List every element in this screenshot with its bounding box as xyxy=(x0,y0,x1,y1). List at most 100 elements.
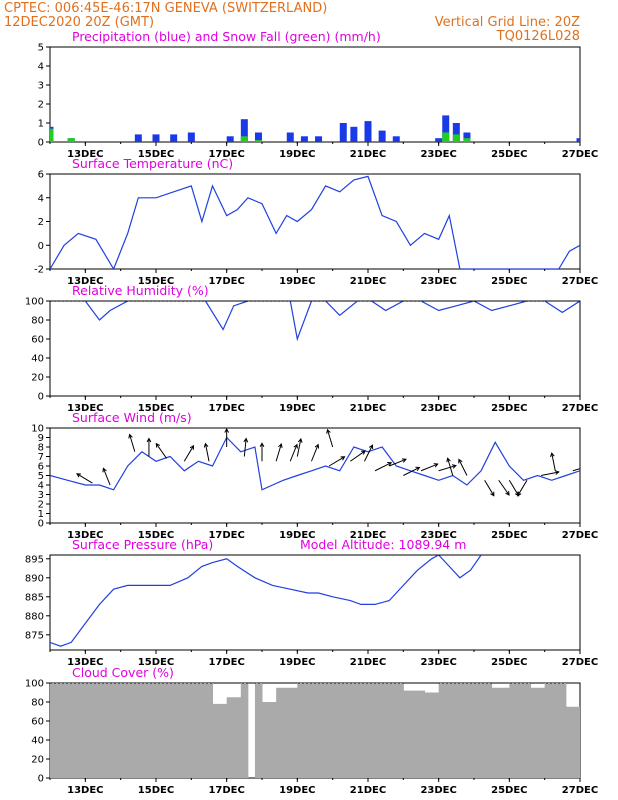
panel-frame-pressure xyxy=(49,554,581,651)
panel-plot-area xyxy=(50,428,580,497)
cloud-bar xyxy=(565,706,580,778)
precip-bar xyxy=(315,136,323,142)
x-tick-label: 21DEC xyxy=(350,530,386,541)
cloud-bar xyxy=(120,683,157,778)
cloud-bar xyxy=(544,683,567,778)
x-tick-label: 17DEC xyxy=(208,785,244,796)
x-tick-label: 23DEC xyxy=(420,530,456,541)
y-tick-label: 6 xyxy=(38,170,44,181)
x-tick-label: 17DEC xyxy=(208,530,244,541)
x-tick-label: 25DEC xyxy=(491,530,527,541)
x-tick-label: 19DEC xyxy=(279,276,315,287)
x-tick-label: 27DEC xyxy=(562,276,598,287)
x-tick-label: 15DEC xyxy=(138,785,174,796)
wind-arrow xyxy=(146,437,152,457)
cloud-bar xyxy=(191,683,214,778)
cloud-bar xyxy=(474,683,493,778)
y-tick-label: 9 xyxy=(38,433,44,444)
x-tick-label: 21DEC xyxy=(350,403,386,414)
precip-bar xyxy=(350,126,358,142)
y-tick-label: 20 xyxy=(31,373,44,384)
wind-arrow xyxy=(420,463,439,472)
precip-bar xyxy=(392,136,400,142)
cloud-bar xyxy=(332,683,369,778)
snow-bar xyxy=(463,138,471,142)
cloud-bar xyxy=(262,702,277,778)
y-tick-label: 60 xyxy=(31,717,44,728)
y-tick-label: 5 xyxy=(38,43,44,54)
series-line xyxy=(50,436,580,491)
panel-plot-area xyxy=(50,555,482,647)
snow-bar xyxy=(442,132,450,142)
precip-bar xyxy=(134,134,142,142)
y-tick-label: -2 xyxy=(34,265,44,276)
x-tick-label: 19DEC xyxy=(279,149,315,160)
x-tick-label: 25DEC xyxy=(491,276,527,287)
precip-bar xyxy=(300,136,308,142)
y-tick-label: 0 xyxy=(38,774,44,785)
cloud-bar xyxy=(438,683,475,778)
y-tick-label: 20 xyxy=(31,755,44,766)
precip-bar xyxy=(226,136,234,142)
wind-arrow xyxy=(155,442,168,459)
y-tick-label: 100 xyxy=(25,679,44,690)
x-tick-label: 21DEC xyxy=(350,149,386,160)
y-tick-label: 885 xyxy=(25,592,44,603)
x-tick-label: 15DEC xyxy=(138,149,174,160)
y-tick-label: 0 xyxy=(38,138,44,149)
y-tick-label: 80 xyxy=(31,316,44,327)
x-tick-label: 23DEC xyxy=(420,276,456,287)
precip-bar xyxy=(254,132,262,142)
y-tick-label: 4 xyxy=(38,62,44,73)
snow-bar xyxy=(67,138,75,142)
x-tick-label: 15DEC xyxy=(138,657,174,668)
x-tick-label: 23DEC xyxy=(420,785,456,796)
y-tick-label: 60 xyxy=(31,335,44,346)
y-tick-label: 2 xyxy=(38,500,44,511)
panel-frame-precipitation xyxy=(49,46,581,143)
precip-bar xyxy=(240,119,248,142)
y-tick-label: 8 xyxy=(38,443,44,454)
x-tick-label: 25DEC xyxy=(491,403,527,414)
panel-frame-temperature xyxy=(49,173,581,270)
wind-arrow xyxy=(403,466,421,476)
snow-bar xyxy=(240,136,248,142)
y-tick-label: 5 xyxy=(38,471,44,482)
wind-arrow xyxy=(203,442,210,462)
wind-arrow xyxy=(458,458,468,476)
x-tick-label: 15DEC xyxy=(138,530,174,541)
wind-arrow xyxy=(350,450,366,462)
x-tick-label: 19DEC xyxy=(279,530,315,541)
y-tick-label: 7 xyxy=(38,452,44,463)
x-tick-label: 15DEC xyxy=(138,276,174,287)
cloud-bar xyxy=(530,687,546,778)
panel-cloud-cover: Cloud Cover (%) 0 20 40 60 80 100 13DEC 15DEC 17… xyxy=(25,665,598,796)
snow-bar xyxy=(254,140,262,142)
wind-arrow xyxy=(550,452,556,471)
y-tick-label: 880 xyxy=(25,611,44,622)
wind-arrow xyxy=(446,457,454,476)
x-tick-label: 27DEC xyxy=(562,403,598,414)
y-tick-label: 40 xyxy=(31,736,44,747)
wind-arrow xyxy=(128,433,136,452)
cloud-bar xyxy=(50,683,86,778)
panel-title-humidity: Relative Humidity (%) xyxy=(72,283,209,298)
y-tick-label: 0 xyxy=(38,241,44,252)
y-tick-label: 895 xyxy=(25,554,44,565)
y-tick-label: 875 xyxy=(25,630,44,641)
wind-arrow xyxy=(364,444,374,462)
precip-bar xyxy=(463,132,471,142)
cloud-bar xyxy=(254,683,263,778)
cloud-bar xyxy=(403,690,426,778)
wind-arrow xyxy=(484,479,495,497)
y-tick-label: 4 xyxy=(38,481,44,492)
x-tick-label: 13DEC xyxy=(67,276,103,287)
y-tick-label: 1 xyxy=(38,119,44,130)
panel-title-pressure: Surface Pressure (hPa) xyxy=(72,537,213,552)
y-tick-label: 0 xyxy=(38,392,44,403)
y-tick-label: 10 xyxy=(31,424,44,435)
x-tick-label: 27DEC xyxy=(562,530,598,541)
panel-title-precipitation: Precipitation (blue) and Snow Fall (gree… xyxy=(72,29,381,44)
panel-plot-area xyxy=(50,175,580,269)
